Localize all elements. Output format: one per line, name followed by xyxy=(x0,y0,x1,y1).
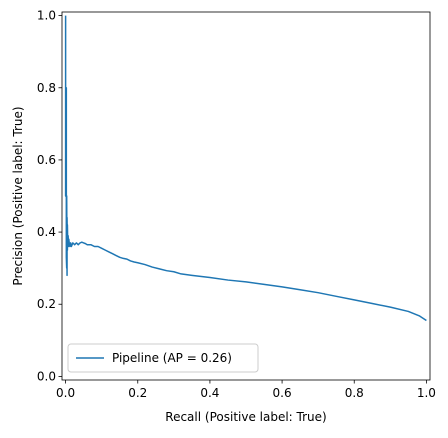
axes-layer: 0.0 0.2 0.4 0.6 0.8 1.0 0.0 0.2 0.4 0.6 0.8 1.0 xyxy=(37,9,436,400)
axes-frame xyxy=(61,11,431,381)
x-tick-label: 0.4 xyxy=(200,386,219,400)
x-tick-label: 0.0 xyxy=(56,386,75,400)
x-tick-label: 0.6 xyxy=(273,386,292,400)
y-tick-label: 0.6 xyxy=(37,153,56,167)
x-axis-label: Recall (Positive label: True) xyxy=(165,410,326,424)
y-tick-label: 0.4 xyxy=(37,225,56,239)
y-axis-label: Precision (Positive label: True) xyxy=(11,106,25,285)
legend-box xyxy=(67,343,259,373)
y-tick-label: 1.0 xyxy=(37,9,56,23)
y-tick-label: 0.2 xyxy=(37,297,56,311)
y-tick-label: 0.8 xyxy=(37,81,56,95)
x-tick-label: 1.0 xyxy=(417,386,436,400)
x-tick-label: 0.2 xyxy=(128,386,147,400)
series-line-0 xyxy=(64,15,427,322)
legend: Pipeline (AP = 0.26) xyxy=(67,343,259,373)
plot-layer xyxy=(64,15,427,322)
legend-label: Pipeline (AP = 0.26) xyxy=(112,351,232,365)
y-tick-label: 0.0 xyxy=(37,369,56,383)
x-tick-label: 0.8 xyxy=(345,386,364,400)
